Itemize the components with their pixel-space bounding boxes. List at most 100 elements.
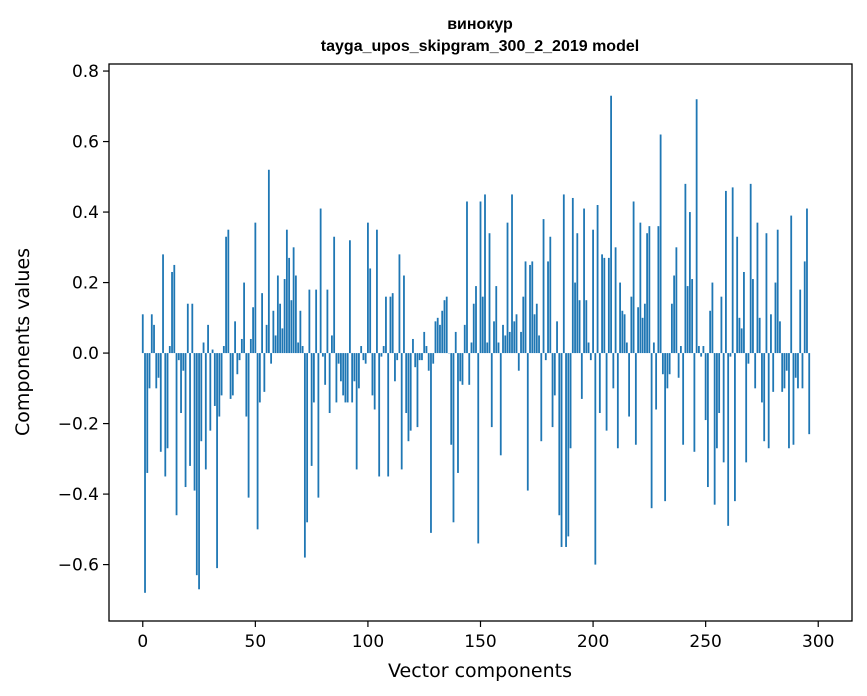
bar-84 (331, 335, 333, 354)
bar-283 (779, 321, 781, 354)
bar-148 (475, 286, 477, 354)
y-tick-label: 0.0 (72, 344, 99, 364)
bar-260 (727, 353, 730, 526)
bar-49 (252, 307, 254, 354)
bar-31 (211, 349, 214, 354)
bar-263 (734, 353, 736, 502)
bar-93 (351, 353, 354, 403)
bar-120 (412, 338, 414, 354)
bar-170 (524, 261, 527, 354)
bar-208 (610, 95, 612, 354)
bar-96 (358, 353, 360, 389)
bar-259 (725, 190, 727, 354)
bar-151 (481, 296, 484, 354)
bar-51 (256, 353, 259, 530)
bar-14 (173, 264, 176, 354)
bar-249 (702, 346, 705, 354)
bar-258 (722, 353, 725, 463)
bar-161 (504, 335, 507, 354)
bar-274 (758, 317, 761, 354)
bar-39 (229, 353, 232, 399)
bar-21 (189, 353, 191, 466)
x-tick-label: 200 (577, 632, 609, 652)
bar-153 (486, 342, 489, 354)
y-tick-label: 0.4 (72, 203, 99, 223)
bar-251 (707, 353, 709, 488)
bar-117 (405, 353, 408, 414)
bar-30 (209, 353, 212, 431)
bar-140 (457, 353, 459, 473)
bar-38 (227, 229, 230, 354)
x-tick-label: 300 (802, 632, 834, 652)
bar-53 (261, 293, 263, 354)
bar-156 (493, 321, 495, 354)
bar-184 (556, 321, 558, 354)
bar-233 (666, 353, 669, 389)
bar-121 (414, 353, 417, 368)
bar-273 (756, 222, 759, 354)
bar-61 (279, 303, 282, 354)
bar-70 (299, 310, 302, 354)
bar-112 (394, 353, 396, 382)
bar-167 (517, 353, 520, 371)
bar-280 (772, 353, 775, 392)
bar-6 (155, 353, 158, 389)
bar-253 (711, 282, 714, 354)
bar-168 (520, 331, 522, 354)
bar-3 (148, 353, 151, 389)
bar-139 (454, 331, 457, 354)
bar-159 (499, 353, 502, 456)
bar-145 (468, 353, 471, 385)
bar-176 (538, 335, 540, 354)
bar-77 (315, 289, 318, 354)
bar-146 (470, 342, 473, 354)
bar-272 (754, 353, 757, 389)
bar-19 (184, 353, 187, 488)
bar-34 (218, 353, 221, 417)
bar-220 (637, 307, 640, 354)
bars-group (141, 95, 811, 593)
bar-261 (729, 353, 732, 357)
bar-26 (200, 353, 203, 442)
bar-187 (562, 194, 565, 354)
bar-57 (270, 353, 273, 364)
bar-158 (497, 342, 500, 354)
bar-32 (213, 353, 216, 406)
bar-133 (441, 310, 444, 354)
y-axis-ticks: −0.6 −0.4 −0.2 0.0 0.2 0.4 0.6 0.8 (58, 62, 109, 576)
bar-108 (385, 296, 387, 354)
bar-95 (355, 353, 358, 470)
bar-277 (765, 233, 768, 354)
bar-102 (371, 353, 374, 396)
bar-97 (360, 346, 363, 354)
bar-88 (340, 353, 342, 382)
bar-223 (643, 303, 646, 354)
bar-55 (265, 324, 268, 354)
bar-293 (801, 353, 804, 389)
bar-11 (166, 353, 169, 449)
bar-47 (247, 353, 250, 498)
bar-185 (558, 353, 561, 516)
y-tick-label: 0.6 (72, 133, 99, 153)
bar-79 (319, 208, 322, 354)
bar-224 (646, 233, 649, 354)
bar-217 (630, 296, 633, 354)
bar-130 (434, 321, 437, 354)
bar-254 (713, 353, 716, 505)
bar-116 (403, 275, 405, 354)
bar-242 (686, 286, 689, 354)
bar-4 (150, 314, 153, 354)
bar-211 (616, 353, 619, 449)
bar-98 (362, 353, 365, 361)
bar-66 (290, 300, 293, 354)
bar-214 (623, 314, 626, 354)
bar-64 (285, 229, 288, 354)
bar-285 (783, 353, 786, 389)
bar-76 (312, 353, 315, 403)
bar-196 (583, 208, 585, 354)
bar-237 (675, 247, 678, 354)
bar-191 (571, 197, 574, 354)
bar-127 (427, 353, 430, 371)
bar-138 (452, 353, 455, 523)
